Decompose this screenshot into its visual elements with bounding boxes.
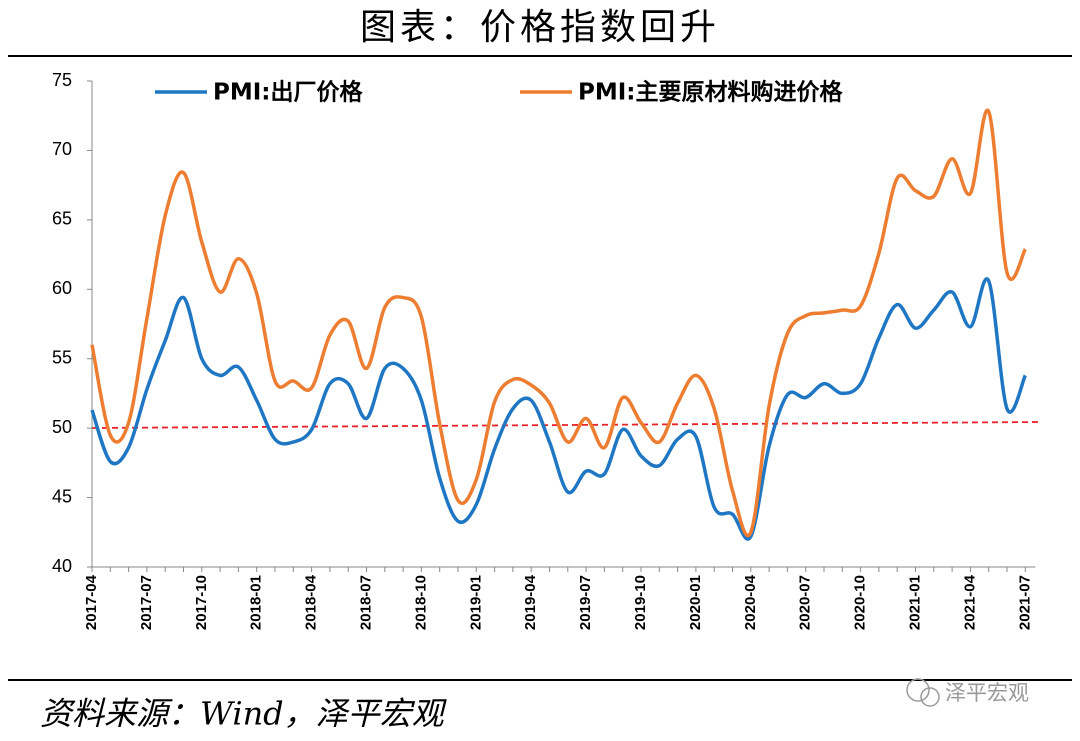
- x-tick-label: 2020-07: [797, 575, 814, 630]
- legend-label: PMI:主要原材料购进价格: [578, 79, 844, 106]
- watermark-icon: [906, 678, 930, 702]
- y-tick-label: 45: [52, 486, 72, 506]
- source-note: 资料来源：Wind，泽平宏观: [40, 695, 448, 733]
- x-tick-label: 2019-10: [632, 575, 649, 630]
- legend-label: PMI:出厂价格: [213, 79, 364, 106]
- x-tick-label: 2018-04: [303, 574, 320, 630]
- x-tick-label: 2020-04: [742, 574, 759, 630]
- y-tick-label: 50: [52, 417, 72, 437]
- y-tick-label: 40: [52, 556, 72, 576]
- x-tick-label: 2019-01: [467, 575, 484, 630]
- x-tick-label: 2019-07: [577, 575, 594, 630]
- y-tick-label: 60: [52, 278, 72, 298]
- y-tick-label: 75: [52, 70, 72, 90]
- watermark-icon: [920, 687, 940, 707]
- watermark: 泽平宏观: [945, 681, 1029, 705]
- x-tick-label: 2017-04: [83, 574, 100, 630]
- chart-title: 图表：价格指数回升: [360, 7, 720, 48]
- x-tick-label: 2018-07: [357, 575, 374, 630]
- reference-line: [91, 421, 1043, 429]
- x-tick-label: 2019-04: [522, 574, 539, 630]
- x-tick-label: 2021-07: [1016, 575, 1033, 630]
- x-tick-label: 2021-04: [961, 574, 978, 630]
- series-line: [90, 108, 1027, 538]
- y-tick-label: 55: [52, 347, 72, 367]
- x-tick-label: 2020-10: [852, 575, 869, 630]
- x-tick-label: 2020-01: [687, 575, 704, 630]
- series-line: [90, 277, 1027, 541]
- x-tick-label: 2017-07: [138, 575, 155, 630]
- y-tick-label: 65: [52, 209, 72, 229]
- x-tick-label: 2018-01: [248, 575, 265, 630]
- x-tick-label: 2017-10: [193, 575, 210, 630]
- x-tick-label: 2018-10: [412, 575, 429, 630]
- y-tick-label: 70: [52, 139, 72, 159]
- x-tick-label: 2021-01: [906, 575, 923, 630]
